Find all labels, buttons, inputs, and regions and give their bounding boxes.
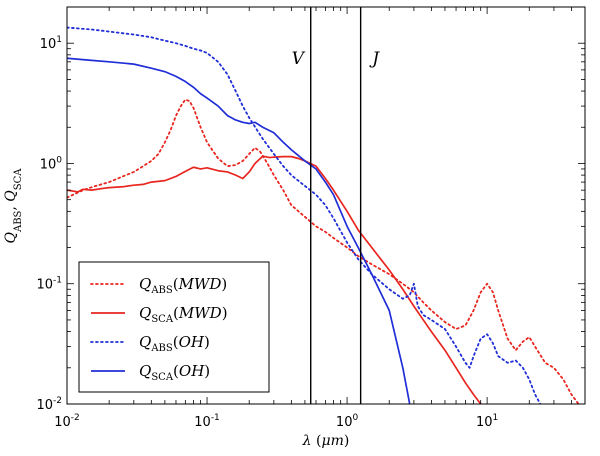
y-axis-label: QABS, QSCA [3, 168, 24, 244]
legend: QABS(MWD) QSCA(MWD) QABS(OH) QSCA(OH) [78, 261, 270, 393]
legend-label-4: QSCA(OH) [139, 362, 210, 383]
legend-label-2: QSCA(MWD) [139, 304, 228, 325]
x-tick-label: 101 [476, 413, 498, 430]
series-line-4 [67, 57, 411, 404]
y-tick-label: 10-1 [36, 276, 62, 293]
y-tick-label: 10-2 [36, 396, 62, 413]
series-line-1 [67, 98, 580, 404]
vertical-line-label-v: V [292, 49, 306, 69]
series-line-2 [67, 155, 482, 404]
plot-frame [66, 6, 586, 405]
x-tick-label: 10-2 [54, 413, 80, 430]
series-line-3 [67, 26, 542, 404]
vertical-line-label-j: J [369, 49, 380, 69]
y-tick-label: 101 [40, 35, 62, 52]
legend-label-1: QABS(MWD) [139, 275, 227, 296]
legend-label-3: QABS(OH) [139, 333, 210, 354]
x-axis-label: λ (μm) [302, 433, 350, 449]
x-tick-label: 10-1 [194, 413, 220, 430]
y-tick-label: 100 [40, 155, 63, 172]
x-tick-label: 100 [336, 413, 359, 430]
